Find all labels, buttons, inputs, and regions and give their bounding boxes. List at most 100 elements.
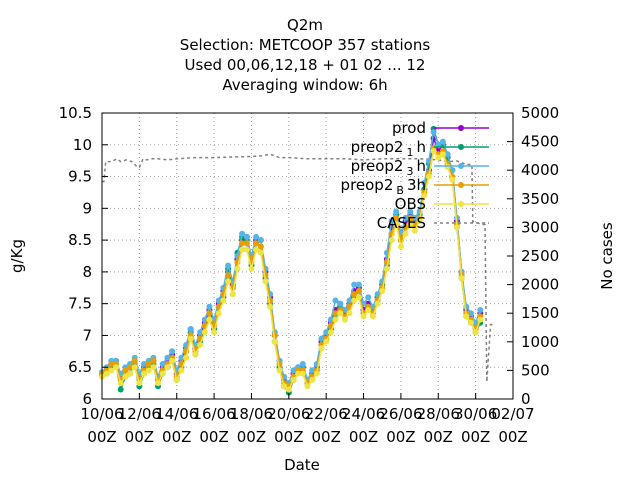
- data-point: [468, 310, 474, 317]
- data-point: [206, 310, 213, 317]
- data-point: [201, 329, 208, 336]
- data-point: [127, 364, 133, 371]
- data-point: [290, 376, 297, 383]
- data-point: [108, 367, 115, 374]
- data-point: [463, 313, 470, 320]
- y-tick-label: 7: [82, 326, 92, 344]
- data-point: [145, 361, 152, 367]
- data-point: [332, 297, 339, 304]
- data-point: [197, 342, 204, 348]
- data-point: [229, 291, 236, 298]
- data-point: [155, 380, 161, 387]
- legend-label: preop2 3 h: [351, 157, 426, 178]
- data-point: [220, 297, 227, 304]
- data-point: [257, 249, 264, 256]
- legend-label-main: preop2: [351, 138, 404, 156]
- y2-tick-label: 1000: [521, 333, 559, 351]
- data-point: [407, 214, 414, 221]
- data-point: [253, 233, 260, 240]
- data-point: [299, 361, 306, 367]
- data-point: [332, 310, 339, 317]
- data-point: [276, 367, 283, 374]
- data-point: [444, 151, 451, 158]
- data-point: [407, 221, 414, 228]
- data-point: [430, 129, 437, 136]
- data-point: [178, 367, 185, 374]
- data-point: [243, 233, 250, 240]
- data-point: [271, 338, 278, 345]
- data-point: [243, 246, 250, 253]
- data-point: [416, 218, 423, 224]
- legend-label-subscript: 3: [406, 165, 413, 178]
- data-point: [285, 386, 292, 393]
- x-axis-label: Date: [284, 456, 320, 474]
- data-point: [318, 345, 325, 352]
- data-point: [131, 364, 138, 371]
- data-point: [103, 370, 110, 377]
- legend-label-suffix: 3h: [407, 176, 426, 194]
- data-point: [215, 310, 222, 317]
- data-point: [425, 173, 432, 180]
- legend-marker: [458, 163, 464, 169]
- data-point: [257, 237, 264, 244]
- data-point: [159, 370, 166, 377]
- data-point: [253, 240, 260, 247]
- data-point: [131, 357, 138, 364]
- y-tick-label: 6.5: [68, 358, 92, 376]
- data-point: [309, 376, 316, 383]
- data-point: [477, 316, 484, 323]
- data-point: [439, 151, 446, 158]
- data-point: [430, 148, 437, 155]
- cases-line: [102, 153, 495, 382]
- data-point: [183, 354, 190, 361]
- data-point: [164, 364, 171, 371]
- y-tick-label: 8: [82, 263, 92, 281]
- data-point: [225, 278, 232, 285]
- x-tick-label: 00Z: [311, 428, 340, 446]
- y2-tick-label: 1500: [521, 304, 559, 322]
- legend-label-subscript: B: [396, 184, 404, 197]
- y-tick-label: 7.5: [68, 295, 92, 313]
- legend-label: OBS: [395, 195, 426, 213]
- data-point: [299, 370, 306, 377]
- data-point: [141, 361, 147, 367]
- x-tick-label: 22/06: [305, 405, 348, 423]
- data-point: [374, 300, 381, 307]
- data-point: [393, 214, 400, 221]
- chart-title: Q2m Selection: METCOOP 357 stations Used 0…: [180, 16, 431, 94]
- y-tick-label: 9: [82, 199, 92, 217]
- data-point: [169, 357, 176, 364]
- data-point: [159, 361, 166, 367]
- data-point: [173, 376, 180, 383]
- y-tick-label: 6: [82, 390, 92, 408]
- x-tick-label: 18/06: [230, 405, 273, 423]
- x-tick-label: 10/06: [80, 405, 123, 423]
- data-point: [295, 370, 302, 377]
- data-point: [145, 367, 152, 374]
- data-point: [248, 265, 255, 272]
- data-point: [323, 338, 330, 345]
- x-tick-label: 16/06: [192, 405, 235, 423]
- cases-series: [102, 153, 495, 382]
- x-tick-label: 00Z: [199, 428, 228, 446]
- data-point: [332, 316, 339, 323]
- data-point: [150, 357, 157, 364]
- data-point: [397, 243, 404, 250]
- y2-tick-label: 5000: [521, 104, 559, 122]
- data-point: [351, 297, 358, 304]
- data-point: [141, 370, 147, 377]
- data-point: [253, 246, 260, 253]
- y2-axis: 0 500 1000 1500 2000 2500 3000 3500 4000 4500 5000: [507, 104, 559, 408]
- series-obs: [99, 148, 484, 393]
- data-point: [257, 243, 264, 250]
- data-point: [187, 335, 194, 342]
- data-point: [309, 367, 316, 374]
- x-tick-label: 30/06: [454, 405, 497, 423]
- x-tick-label: 28/06: [417, 405, 460, 423]
- data-point: [337, 300, 344, 307]
- data-point: [304, 383, 311, 390]
- y2-tick-label: 500: [521, 361, 550, 379]
- legend-label: preop2 1 h: [351, 138, 426, 159]
- data-point: [383, 265, 390, 272]
